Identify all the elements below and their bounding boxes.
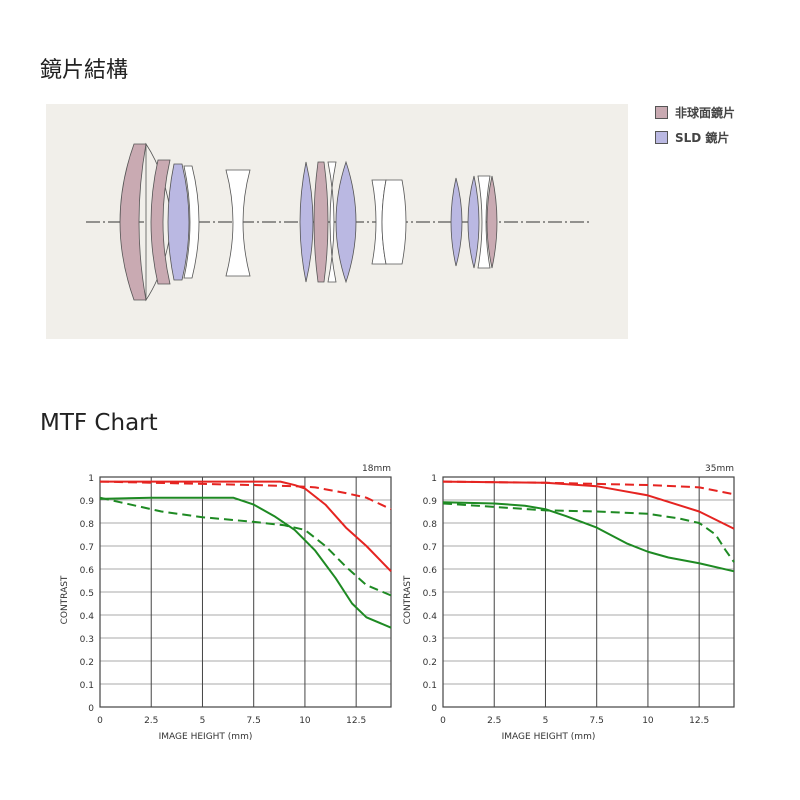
legend-label: 非球面鏡片 bbox=[675, 106, 736, 120]
x-tick-label: 0 bbox=[440, 716, 446, 726]
plot-frame bbox=[99, 476, 392, 708]
series-line-solid bbox=[99, 496, 392, 629]
y-tick-label: 0.3 bbox=[423, 635, 437, 645]
y-tick-label: 0.9 bbox=[423, 497, 438, 507]
series-line-solid bbox=[442, 480, 735, 530]
x-tick-label: 2.5 bbox=[487, 716, 501, 726]
sld-lens bbox=[335, 160, 357, 284]
y-tick-label: 0.9 bbox=[80, 497, 95, 507]
y-axis-label: CONTRAST bbox=[403, 575, 413, 624]
x-tick-label: 10 bbox=[299, 716, 311, 726]
lens-legend: 非球面鏡片 SLD 鏡片 bbox=[655, 104, 735, 154]
aspherical-lens bbox=[486, 175, 498, 269]
y-tick-label: 0.3 bbox=[80, 635, 94, 645]
mtf-chart-18mm: 00.10.20.30.40.50.60.70.80.910 2.5 5 7.5 10 1… bbox=[60, 464, 392, 742]
x-tick-label: 12.5 bbox=[689, 716, 709, 726]
y-tick-label: 0.6 bbox=[80, 566, 95, 576]
lens-structure-title: 鏡片結構 bbox=[40, 58, 129, 83]
series-line-dashed bbox=[99, 496, 392, 597]
y-tick-label: 1 bbox=[88, 474, 94, 484]
chart-title: 18mm bbox=[362, 464, 391, 474]
y-tick-label: 0.7 bbox=[80, 543, 94, 553]
x-tick-label: 2.5 bbox=[144, 716, 158, 726]
y-tick-label: 0.1 bbox=[80, 681, 94, 691]
y-tick-label: 1 bbox=[431, 474, 437, 484]
aspherical-swatch bbox=[655, 106, 668, 119]
series-line-dashed bbox=[442, 502, 735, 563]
series-line-dashed bbox=[442, 480, 735, 496]
y-tick-label: 0.2 bbox=[80, 658, 94, 668]
y-tick-label: 0.5 bbox=[423, 589, 437, 599]
x-tick-label: 12.5 bbox=[346, 716, 366, 726]
y-tick-label: 0.4 bbox=[423, 612, 438, 622]
legend-item-aspherical: 非球面鏡片 bbox=[655, 104, 735, 121]
y-tick-label: 0.5 bbox=[80, 589, 94, 599]
y-tick-label: 0 bbox=[431, 704, 437, 714]
y-tick-label: 0.8 bbox=[80, 520, 95, 530]
aspherical-lens bbox=[313, 161, 329, 283]
series-line-solid bbox=[442, 501, 735, 573]
y-tick-label: 0.6 bbox=[423, 566, 438, 576]
sld-lens bbox=[299, 161, 314, 283]
x-tick-label: 7.5 bbox=[247, 716, 261, 726]
y-tick-label: 0.8 bbox=[423, 520, 438, 530]
y-tick-label: 0.4 bbox=[80, 612, 95, 622]
y-tick-label: 0.2 bbox=[423, 658, 437, 668]
plot-frame bbox=[442, 476, 735, 708]
sld-lens bbox=[167, 163, 190, 281]
x-tick-label: 5 bbox=[543, 716, 549, 726]
y-tick-label: 0 bbox=[88, 704, 94, 714]
x-tick-label: 10 bbox=[642, 716, 654, 726]
sld-lens bbox=[450, 177, 463, 267]
x-tick-label: 0 bbox=[97, 716, 103, 726]
legend-item-sld: SLD 鏡片 bbox=[655, 129, 735, 146]
sld-lens bbox=[467, 175, 480, 269]
x-tick-label: 5 bbox=[200, 716, 206, 726]
mtf-chart-35mm: 00.10.20.30.40.50.60.70.80.910 2.5 5 7.5 10 1… bbox=[403, 464, 735, 742]
series-line-dashed bbox=[99, 480, 392, 511]
series-line-solid bbox=[100, 480, 392, 572]
lens-diagram bbox=[46, 104, 628, 339]
x-axis-label: IMAGE HEIGHT (mm) bbox=[159, 732, 253, 742]
sld-swatch bbox=[655, 131, 668, 144]
chart-title: 35mm bbox=[705, 464, 734, 474]
lens-diagram-svg bbox=[86, 142, 591, 302]
legend-label: SLD 鏡片 bbox=[675, 131, 730, 145]
mtf-title: MTF Chart bbox=[40, 410, 158, 436]
x-tick-label: 7.5 bbox=[590, 716, 604, 726]
aspherical-lens bbox=[150, 159, 171, 285]
y-axis-label: CONTRAST bbox=[60, 575, 70, 624]
x-axis-label: IMAGE HEIGHT (mm) bbox=[502, 732, 596, 742]
y-tick-label: 0.7 bbox=[423, 543, 437, 553]
y-tick-label: 0.1 bbox=[423, 681, 437, 691]
